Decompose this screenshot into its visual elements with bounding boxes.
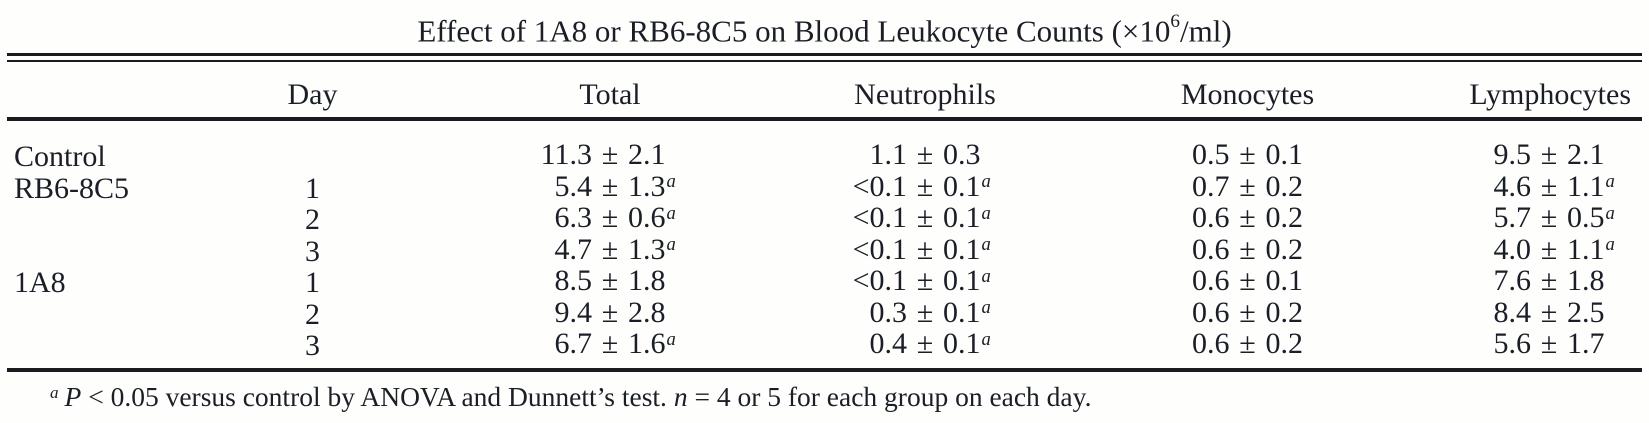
cell-total: 11.3 ±2.1 [540,138,666,171]
cell-monocytes: 0.6 ±0.2 [1192,295,1303,329]
row-day: 1 [305,266,320,299]
cell-neutrophils: 0.4 ±0.1a [869,327,991,360]
cell-monocytes: 0.5 ±0.1 [1192,138,1303,171]
cell-monocytes: 0.6 ±0.1 [1192,264,1303,297]
cell-neutrophils: <0.1 ±0.1a [852,232,991,266]
table-title: Effect of 1A8 or RB6-8C5 on Blood Leukoc… [0,7,1649,49]
cell-lymphocytes: 7.6 ±1.8 [1493,264,1605,297]
row-group-label: Control [14,140,106,173]
cell-total: 8.5 ±1.8 [554,264,666,297]
cell-neutrophils: <0.1 ±0.1a [852,201,991,234]
cell-total: 6.3 ±0.6a [554,201,676,234]
table-row: RB6-8C5 1 5.4 ±1.3a <0.1 ±0.1a 0.7 ±0.2 4.6… [0,169,1649,205]
cell-lymphocytes: 4.6 ±1.1a [1493,169,1615,203]
cell-monocytes: 0.6 ±0.2 [1192,201,1303,234]
title-prefix: Effect of 1A8 or RB6-8C5 on Blood Leukoc… [417,13,1171,49]
cell-neutrophils: <0.1 ±0.1a [852,169,991,203]
cell-lymphocytes: 8.4 ±2.5 [1493,295,1605,329]
title-exponent: 6 [1170,11,1180,33]
footnote-n: n [673,381,688,412]
cell-total: 5.4 ±1.3a [554,169,676,203]
cell-monocytes: 0.6 ±0.2 [1192,232,1303,266]
title-suffix: /ml) [1180,13,1232,49]
table-row: 2 6.3 ±0.6a <0.1 ±0.1a 0.6 ±0.2 5.7 ±0.5a [0,201,1649,236]
row-day: 2 [305,297,320,331]
header-total: Total [579,78,641,111]
cell-neutrophils: 0.3 ±0.1a [869,295,991,329]
footnote-p: P [64,381,82,412]
table-row: 3 4.7 ±1.3a <0.1 ±0.1a 0.6 ±0.2 4.0 ±1.1a [0,232,1649,268]
cell-lymphocytes: 5.7 ±0.5a [1493,201,1615,234]
top-double-rule-upper [7,53,1642,56]
cell-lymphocytes: 9.5 ±2.1 [1493,138,1605,171]
row-day: 3 [305,329,320,362]
cell-monocytes: 0.6 ±0.2 [1192,327,1303,360]
cell-lymphocytes: 4.0 ±1.1a [1493,232,1615,266]
table-row: 2 9.4 ±2.8 0.3 ±0.1a 0.6 ±0.2 8.4 ±2.5 [0,295,1649,331]
row-day: 1 [305,171,320,205]
footnote-marker: a [50,383,59,403]
cell-neutrophils: <0.1 ±0.1a [852,264,991,297]
header-row: Day Total Neutrophils Monocytes Lymphocy… [0,74,1649,116]
cell-total: 6.7 ±1.6a [554,327,676,360]
table-body: Control 11.3 ±2.1 1.1 ±0.3 0.5 ±0.1 9.5 ±2.1… [0,138,1649,362]
cell-total: 4.7 ±1.3a [554,232,676,266]
row-group-label: RB6-8C5 [14,171,130,205]
footer-rule [7,368,1642,372]
row-day: 2 [305,203,320,236]
header-lymphocytes: Lymphocytes [1469,78,1631,111]
footnote-text2: = 4 or 5 for each group on each day. [694,381,1092,412]
header-monocytes: Monocytes [1180,78,1315,111]
cell-monocytes: 0.7 ±0.2 [1192,169,1303,203]
header-bottom-rule [7,117,1642,121]
row-group-label: 1A8 [14,266,66,299]
table-row: 1A8 1 8.5 ±1.8 <0.1 ±0.1a 0.6 ±0.1 7.6 ±1.8 [0,264,1649,299]
table-row: Control 11.3 ±2.1 1.1 ±0.3 0.5 ±0.1 9.5 ±2.1 [0,138,1649,173]
table-row: 3 6.7 ±1.6a 0.4 ±0.1a 0.6 ±0.2 5.6 ±1.7 [0,327,1649,362]
footnote-text1: < 0.05 versus control by ANOVA and Dunne… [88,381,674,412]
cell-lymphocytes: 5.6 ±1.7 [1493,327,1605,360]
cell-neutrophils: 1.1 ±0.3 [869,138,981,171]
top-double-rule-lower [7,60,1642,62]
header-day: Day [287,78,338,111]
header-neutrophils: Neutrophils [854,78,996,111]
row-day: 3 [305,234,320,268]
cell-total: 9.4 ±2.8 [554,295,666,329]
